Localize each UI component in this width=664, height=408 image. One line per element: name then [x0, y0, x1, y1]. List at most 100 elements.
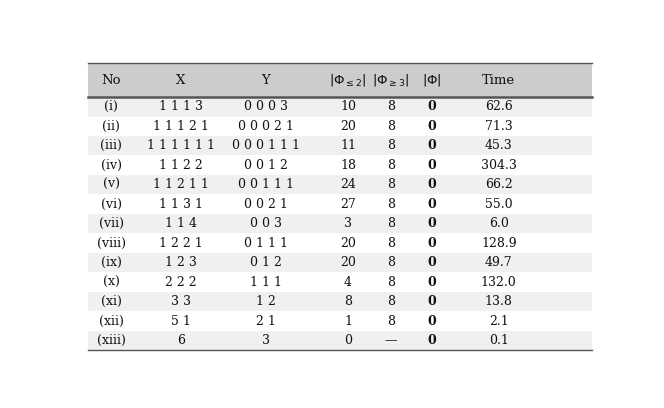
Text: 13.8: 13.8: [485, 295, 513, 308]
Text: 49.7: 49.7: [485, 256, 513, 269]
Text: —: —: [384, 334, 397, 347]
Text: 1 1 4: 1 1 4: [165, 217, 197, 230]
Text: 1 1 2 1 1: 1 1 2 1 1: [153, 178, 208, 191]
Text: 0 0 0 1 1 1: 0 0 0 1 1 1: [232, 139, 299, 152]
Text: 6: 6: [177, 334, 185, 347]
Text: $|\Phi|$: $|\Phi|$: [422, 72, 442, 88]
Text: 0: 0: [428, 295, 436, 308]
Text: 8: 8: [386, 237, 394, 250]
Text: 0: 0: [428, 334, 436, 347]
Text: 55.0: 55.0: [485, 197, 513, 211]
Text: 20: 20: [340, 120, 356, 133]
Text: 0: 0: [428, 120, 436, 133]
Bar: [88, 272, 592, 292]
Text: 132.0: 132.0: [481, 275, 517, 288]
Text: 3: 3: [262, 334, 270, 347]
Text: (vi): (vi): [101, 197, 122, 211]
Text: 128.9: 128.9: [481, 237, 517, 250]
Text: 0: 0: [428, 159, 436, 172]
Text: 8: 8: [386, 120, 394, 133]
Text: 0: 0: [428, 178, 436, 191]
Text: 8: 8: [386, 100, 394, 113]
Text: 0: 0: [428, 256, 436, 269]
Text: 8: 8: [386, 139, 394, 152]
Text: 1 1 1: 1 1 1: [250, 275, 282, 288]
Text: 8: 8: [386, 295, 394, 308]
Text: $|\Phi_{\leq2}|$: $|\Phi_{\leq2}|$: [329, 72, 367, 88]
Text: 1: 1: [344, 315, 352, 328]
Bar: [88, 155, 592, 175]
Text: (vii): (vii): [99, 217, 124, 230]
Text: 62.6: 62.6: [485, 100, 513, 113]
Bar: [88, 175, 592, 195]
Bar: [88, 214, 592, 233]
Text: (xiii): (xiii): [97, 334, 125, 347]
Text: 1 2 3: 1 2 3: [165, 256, 197, 269]
Text: 10: 10: [340, 100, 356, 113]
Text: 45.3: 45.3: [485, 139, 513, 152]
Text: 6.0: 6.0: [489, 217, 509, 230]
Text: 27: 27: [340, 197, 356, 211]
Text: 0: 0: [428, 237, 436, 250]
Text: 20: 20: [340, 256, 356, 269]
Text: 71.3: 71.3: [485, 120, 513, 133]
Text: 2 1: 2 1: [256, 315, 276, 328]
Text: 66.2: 66.2: [485, 178, 513, 191]
Text: 1 1 3 1: 1 1 3 1: [159, 197, 203, 211]
Bar: [88, 117, 592, 136]
Text: 0: 0: [428, 275, 436, 288]
Text: 0: 0: [428, 100, 436, 113]
Text: 1 2 2 1: 1 2 2 1: [159, 237, 203, 250]
Text: 2.1: 2.1: [489, 315, 509, 328]
Bar: [88, 311, 592, 331]
Text: 0: 0: [428, 139, 436, 152]
Text: (ii): (ii): [102, 120, 120, 133]
Text: 0.1: 0.1: [489, 334, 509, 347]
Text: 0 1 1 1: 0 1 1 1: [244, 237, 288, 250]
Text: (x): (x): [103, 275, 120, 288]
Text: 1 2: 1 2: [256, 295, 276, 308]
Text: (v): (v): [103, 178, 120, 191]
Bar: [88, 136, 592, 155]
Text: 3 3: 3 3: [171, 295, 191, 308]
Text: X: X: [176, 73, 185, 86]
Text: $|\Phi_{\geq3}|$: $|\Phi_{\geq3}|$: [372, 72, 410, 88]
Text: 18: 18: [340, 159, 356, 172]
Text: 304.3: 304.3: [481, 159, 517, 172]
Bar: [88, 233, 592, 253]
Text: (viii): (viii): [97, 237, 125, 250]
Text: (i): (i): [104, 100, 118, 113]
Text: 8: 8: [386, 315, 394, 328]
Bar: [88, 97, 592, 117]
Text: 11: 11: [340, 139, 356, 152]
Text: 0 1 2: 0 1 2: [250, 256, 282, 269]
Text: (iii): (iii): [100, 139, 122, 152]
Text: 0 0 1 2: 0 0 1 2: [244, 159, 288, 172]
Text: 8: 8: [386, 256, 394, 269]
Bar: [88, 253, 592, 272]
Text: 24: 24: [340, 178, 356, 191]
Text: 0: 0: [344, 334, 352, 347]
Text: 5 1: 5 1: [171, 315, 191, 328]
Text: 8: 8: [386, 178, 394, 191]
Text: 0: 0: [428, 217, 436, 230]
Text: 0: 0: [428, 197, 436, 211]
Bar: [88, 195, 592, 214]
Text: 0 0 2 1: 0 0 2 1: [244, 197, 288, 211]
Bar: [88, 292, 592, 311]
Text: 2 2 2: 2 2 2: [165, 275, 197, 288]
Text: 8: 8: [386, 275, 394, 288]
Text: (xi): (xi): [101, 295, 122, 308]
Text: Time: Time: [482, 73, 515, 86]
Text: 0: 0: [428, 315, 436, 328]
Text: No: No: [102, 73, 121, 86]
Text: Y: Y: [262, 73, 270, 86]
Text: 0 0 3: 0 0 3: [250, 217, 282, 230]
Text: (iv): (iv): [101, 159, 122, 172]
Text: 8: 8: [386, 159, 394, 172]
Text: (ix): (ix): [101, 256, 122, 269]
Text: 1 1 1 3: 1 1 1 3: [159, 100, 203, 113]
Text: 0 0 1 1 1: 0 0 1 1 1: [238, 178, 293, 191]
Text: 8: 8: [386, 197, 394, 211]
Text: 3: 3: [344, 217, 352, 230]
